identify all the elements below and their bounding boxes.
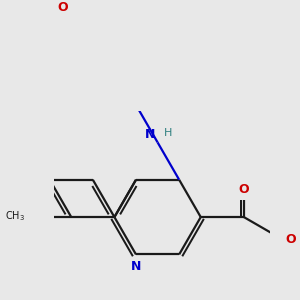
Text: O: O [285,233,296,246]
Text: H: H [164,128,172,138]
Text: N: N [145,128,155,141]
Text: O: O [57,1,68,14]
Text: N: N [131,260,141,273]
Text: O: O [238,183,249,196]
Text: CH$_3$: CH$_3$ [5,209,25,223]
